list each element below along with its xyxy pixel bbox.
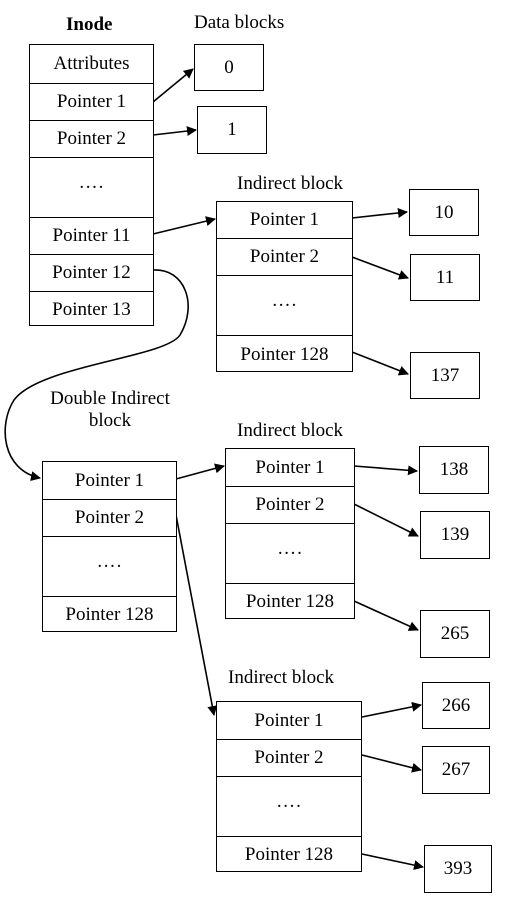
indirect-3-row-pointer-128: Pointer 128 — [217, 836, 361, 873]
inode-row-pointer-11: Pointer 11 — [30, 217, 153, 254]
inode-row-attributes: Attributes — [53, 53, 130, 74]
arrow-ind1-p1-to-10 — [351, 208, 408, 219]
double-indirect-title-line2: block — [88, 409, 132, 431]
data-block-265: 265 — [420, 610, 490, 658]
arrow-ind2-p1-to-138 — [353, 465, 418, 476]
arrow-dbl-p2-to-indirect3 — [175, 514, 218, 716]
arrow-dbl-p1-to-indirect2 — [175, 463, 225, 480]
indirect-2-row-ellipsis: …. — [226, 523, 354, 583]
arrow-ind3-p128-to-393 — [361, 853, 424, 871]
arrow-ind3-p2-to-267 — [361, 754, 422, 773]
data-block-1: 1 — [197, 106, 267, 154]
arrow-ind1-p128-to-137 — [351, 351, 409, 376]
indirect-1-row-pointer-128: Pointer 128 — [217, 335, 352, 373]
indirect-block-2-table: Pointer 1 Pointer 2 …. Pointer 128 — [225, 448, 355, 619]
data-block-10: 10 — [409, 189, 479, 236]
arrow-ind3-p1-to-266 — [361, 701, 422, 718]
data-block-393: 393 — [424, 845, 492, 893]
double-indirect-row-ellipsis: …. — [43, 536, 176, 596]
indirect-3-row-pointer-1: Pointer 1 — [254, 709, 324, 731]
double-indirect-row-pointer-1: Pointer 1 — [74, 469, 145, 491]
double-indirect-row-pointer-2: Pointer 2 — [43, 499, 176, 536]
arrow-pointer12-to-double-indirect — [4, 269, 189, 482]
indirect-1-row-ellipsis: …. — [217, 275, 352, 335]
indirect-1-row-pointer-2: Pointer 2 — [217, 238, 352, 275]
double-indirect-table: Pointer 1 Pointer 2 …. Pointer 128 — [42, 461, 177, 632]
data-blocks-title: Data blocks — [194, 12, 285, 33]
double-indirect-row-pointer-128: Pointer 128 — [43, 596, 176, 633]
indirect-3-row-pointer-2: Pointer 2 — [217, 739, 361, 776]
arrow-ind1-p2-to-11 — [351, 256, 409, 280]
inode-row-pointer-13: Pointer 13 — [30, 291, 153, 327]
double-indirect-title: Double Indirect block — [40, 388, 180, 432]
data-block-139: 139 — [420, 511, 490, 559]
indirect-2-row-pointer-2: Pointer 2 — [226, 486, 354, 523]
indirect-block-1-table: Pointer 1 Pointer 2 …. Pointer 128 — [216, 201, 353, 372]
data-block-0: 0 — [194, 44, 264, 91]
indirect-block-2-title: Indirect block — [237, 420, 344, 441]
data-block-138: 138 — [419, 446, 489, 494]
inode-row-ellipsis: …. — [30, 157, 153, 217]
indirect-block-3-table: Pointer 1 Pointer 2 …. Pointer 128 — [216, 701, 362, 872]
double-indirect-title-line1: Double Indirect — [50, 388, 170, 409]
arrow-pointer2-to-block1 — [152, 126, 197, 137]
indirect-1-row-pointer-1: Pointer 1 — [249, 209, 320, 230]
indirect-3-row-ellipsis: …. — [217, 776, 361, 836]
indirect-2-row-pointer-128: Pointer 128 — [226, 583, 354, 620]
arrow-ind2-p128-to-265 — [353, 600, 419, 631]
indirect-2-row-pointer-1: Pointer 1 — [255, 456, 325, 478]
data-block-267: 267 — [422, 746, 490, 794]
inode-row-pointer-12: Pointer 12 — [30, 254, 153, 291]
inode-title: Inode — [66, 14, 113, 35]
arrow-pointer1-to-block0 — [152, 68, 194, 103]
indirect-block-3-title: Indirect block — [228, 667, 335, 688]
data-block-266: 266 — [422, 682, 490, 729]
indirect-block-1-title: Indirect block — [237, 173, 344, 194]
data-block-137: 137 — [410, 352, 480, 399]
inode-row-pointer-2: Pointer 2 — [30, 120, 153, 157]
inode-row-pointer-1: Pointer 1 — [30, 83, 153, 120]
inode-table: Attributes Pointer 1 Pointer 2 …. Pointe… — [29, 44, 154, 326]
data-block-11: 11 — [410, 254, 480, 301]
arrow-ind2-p2-to-139 — [353, 503, 419, 537]
arrow-pointer11-to-indirect — [152, 216, 216, 235]
